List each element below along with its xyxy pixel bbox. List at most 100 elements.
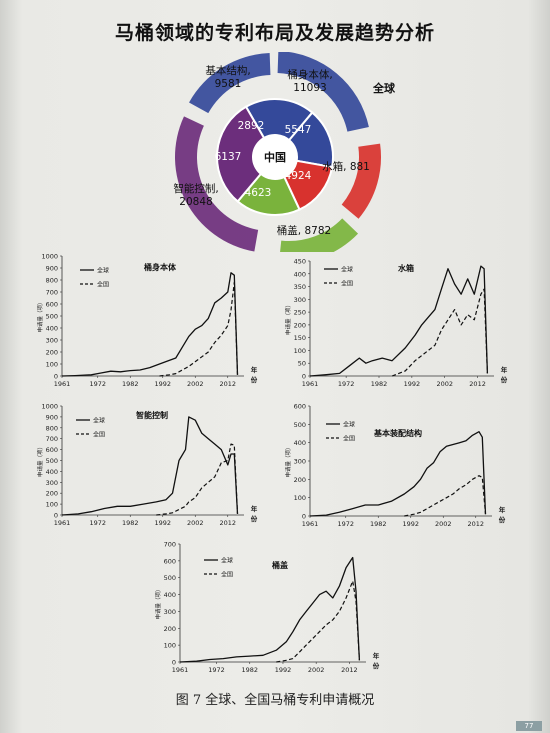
y-tick-label: 100 — [46, 501, 58, 509]
x-tick-label: 2002 — [187, 380, 204, 388]
page-number: 77 — [516, 721, 542, 731]
line-chart-body: 0 100 200 300 400 500 600 700 800 900 1000 1961 1972… — [36, 253, 258, 389]
x-tick-label: 1972 — [208, 666, 225, 674]
x-tick-label: 1982 — [371, 380, 388, 388]
y-tick-label: 0 — [54, 512, 58, 520]
x-tick-label: 1992 — [154, 519, 171, 527]
line-chart-smart: 0 100 200 300 400 500 600 700 800 900 1000 1961 1972… — [36, 403, 258, 528]
x-tick-label: 1961 — [54, 519, 71, 527]
chart-title: 桶身本体 — [143, 262, 177, 272]
donut-label-tank: 水箱, 881 — [322, 160, 370, 173]
x-axis-label: 年份 — [499, 505, 506, 524]
figure-caption: 图 7 全球、全国马桶专利申请概况 — [175, 693, 375, 708]
y-tick-label: 400 — [164, 591, 176, 599]
line-chart-tank: 0 50 100 150 200 250 300 350 400 450 1961 1972 1982 1… — [284, 258, 508, 389]
x-tick-label: 1961 — [172, 666, 189, 674]
y-tick-label: 100 — [294, 347, 306, 355]
y-tick-label: 300 — [294, 296, 306, 304]
x-tick-label: 1961 — [54, 380, 71, 388]
x-tick-label: 2012 — [467, 520, 484, 528]
donut-label-lid: 桶盖, 8782 — [277, 224, 331, 237]
series-line-global — [309, 431, 487, 517]
legend-label: 全球 — [221, 557, 233, 565]
y-tick-label: 500 — [46, 313, 58, 321]
chart-title: 水箱 — [397, 263, 414, 273]
y-tick-label: 0 — [172, 659, 176, 667]
x-axis-label: 年份 — [251, 504, 258, 523]
series-line-global — [61, 272, 239, 377]
y-tick-label: 1000 — [41, 253, 58, 261]
y-axis-label: 申请量（项） — [36, 444, 44, 477]
legend-label: 全球 — [93, 417, 105, 425]
y-tick-label: 200 — [46, 490, 58, 498]
x-tick-label: 1982 — [370, 520, 387, 528]
series-line-china — [391, 288, 488, 377]
page-title: 马桶领域的专利布局及发展趋势分析 — [114, 22, 435, 44]
x-tick-label: 1982 — [241, 666, 258, 674]
donut-center — [253, 135, 297, 179]
donut-label-body: 桶身本体, 11093 — [287, 68, 332, 94]
x-axis-label: 年份 — [373, 651, 380, 670]
donut-label-base: 基本结构, 9581 — [205, 64, 250, 90]
legend-label: 全国 — [343, 435, 355, 443]
x-tick-label: 1972 — [337, 520, 354, 528]
series-line-global — [61, 416, 239, 516]
y-tick-label: 600 — [46, 446, 58, 454]
y-tick-label: 400 — [46, 325, 58, 333]
legend-label: 全球 — [343, 421, 355, 429]
y-tick-label: 300 — [46, 337, 58, 345]
legend-label: 全国 — [221, 571, 233, 579]
y-tick-label: 0 — [54, 373, 58, 381]
legend-label: 全球 — [341, 266, 353, 274]
y-tick-label: 700 — [164, 541, 176, 549]
y-tick-label: 600 — [46, 301, 58, 309]
donut-outer-3 — [175, 116, 259, 252]
y-axis-label: 申请量（项） — [36, 299, 44, 332]
x-tick-label: 1992 — [154, 380, 171, 388]
y-tick-label: 100 — [46, 361, 58, 369]
x-tick-label: 2002 — [308, 666, 325, 674]
series-line-china — [159, 281, 239, 377]
y-tick-label: 600 — [294, 403, 306, 411]
donut-inner-value: 4623 — [245, 187, 272, 199]
y-tick-label: 500 — [294, 421, 306, 429]
donut-center-label: 中国 — [264, 150, 286, 164]
series-line-china — [156, 443, 239, 516]
y-tick-label: 700 — [46, 289, 58, 297]
y-axis-label: 申请量（项） — [154, 586, 162, 619]
y-tick-label: 50 — [298, 360, 306, 368]
y-tick-label: 200 — [164, 625, 176, 633]
x-tick-label: 1992 — [402, 520, 419, 528]
y-tick-label: 400 — [294, 270, 306, 278]
y-tick-label: 350 — [294, 283, 306, 291]
line-chart-base: 0 100 200 300 400 500 600 1961 1972 1982 1992 2002 2… — [284, 403, 506, 529]
y-tick-label: 700 — [46, 435, 58, 443]
x-tick-label: 2012 — [219, 519, 236, 527]
y-tick-label: 800 — [46, 424, 58, 432]
y-tick-label: 200 — [46, 349, 58, 357]
donut-outer-4 — [189, 53, 271, 114]
x-tick-label: 1992 — [275, 666, 292, 674]
y-tick-label: 800 — [46, 277, 58, 285]
x-tick-label: 1992 — [404, 380, 421, 388]
donut-inner-value: 2892 — [238, 120, 265, 132]
donut-label-smart: 智能控制, 20848 — [173, 182, 218, 208]
y-tick-label: 400 — [294, 439, 306, 447]
chart-title: 基本装配结构 — [373, 428, 422, 438]
x-tick-label: 1972 — [89, 380, 106, 388]
y-tick-label: 0 — [302, 513, 306, 521]
y-tick-label: 900 — [46, 265, 58, 273]
x-tick-label: 1982 — [122, 519, 139, 527]
x-tick-label: 1982 — [122, 380, 139, 388]
y-tick-label: 1000 — [41, 403, 58, 411]
y-tick-label: 900 — [46, 413, 58, 421]
x-tick-label: 2012 — [341, 666, 358, 674]
x-tick-label: 2002 — [436, 380, 453, 388]
donut-outer-0 — [277, 52, 369, 132]
donut-inner-value: 6137 — [215, 151, 242, 163]
y-tick-label: 150 — [294, 334, 306, 342]
y-tick-label: 200 — [294, 476, 306, 484]
donut-outer-1 — [341, 143, 381, 219]
y-tick-label: 450 — [294, 258, 306, 266]
